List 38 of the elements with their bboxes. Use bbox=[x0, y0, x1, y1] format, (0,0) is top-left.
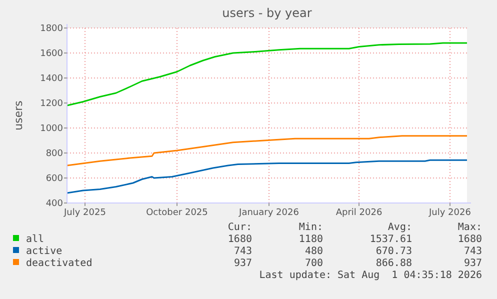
text: 743 bbox=[464, 246, 482, 257]
text: 937 bbox=[234, 258, 252, 269]
text: 743 bbox=[234, 246, 252, 257]
text: 670.73 bbox=[376, 246, 412, 257]
legend-label: all bbox=[26, 234, 44, 245]
text: 1537.61 bbox=[370, 234, 412, 245]
x-tick-label: January 2026 bbox=[238, 208, 300, 218]
text: 937 bbox=[464, 258, 482, 269]
x-tick-label: July 2025 bbox=[63, 208, 106, 218]
y-axis-title: users bbox=[12, 100, 25, 130]
legend-label: deactivated bbox=[26, 258, 92, 269]
text: 1680 bbox=[458, 234, 482, 245]
y-tick-label: 400 bbox=[46, 199, 64, 210]
y-tick-label: 1600 bbox=[40, 49, 64, 60]
y-tick-label: 1800 bbox=[40, 24, 64, 34]
text: 1680 bbox=[228, 234, 252, 245]
y-tick-label: 600 bbox=[46, 174, 64, 184]
line-series bbox=[66, 42, 468, 106]
text: Cur: bbox=[228, 222, 252, 233]
x-tick-label: July 2026 bbox=[428, 208, 472, 218]
y-tick-label: 1000 bbox=[40, 124, 64, 134]
text: 866.88 bbox=[376, 258, 412, 269]
text: 1180 bbox=[298, 234, 323, 245]
text: Last update: Sat Aug 1 04:35:18 2026 bbox=[259, 270, 482, 281]
text: 480 bbox=[304, 246, 323, 257]
text: Max: bbox=[458, 222, 482, 233]
text: Avg: bbox=[388, 222, 412, 233]
x-tick-label: October 2025 bbox=[146, 208, 208, 218]
line-series bbox=[66, 159, 468, 194]
text: 700 bbox=[304, 258, 323, 269]
x-tick-label: April 2026 bbox=[336, 208, 382, 218]
y-tick-label: 1200 bbox=[40, 99, 64, 110]
y-tick-label: 800 bbox=[46, 149, 64, 160]
chart-title: users - by year bbox=[222, 6, 312, 20]
legend-label: active bbox=[26, 246, 62, 257]
line-series bbox=[66, 135, 468, 166]
y-tick-label: 1400 bbox=[40, 74, 64, 84]
text: Min: bbox=[298, 222, 323, 233]
